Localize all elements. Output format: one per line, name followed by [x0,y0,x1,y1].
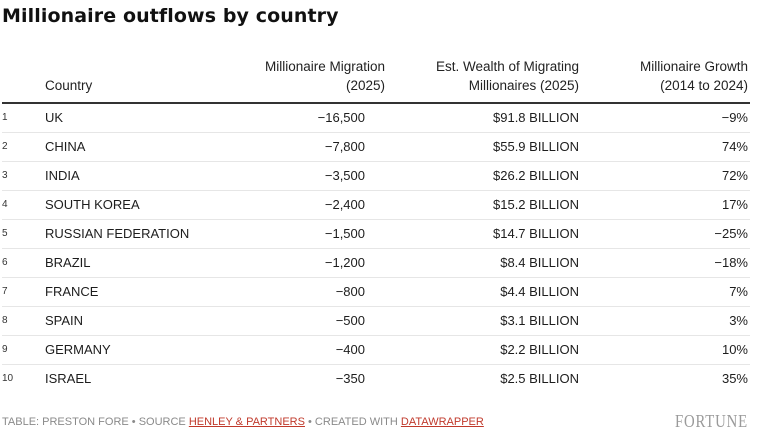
row-rank: 1 [2,112,8,123]
row-country: BRAZIL [45,255,91,270]
table-body: 1 UK −16,500 $91.8 BILLION −9% 2 CHINA −7,800 $5… [2,104,750,393]
table-row: 3 INDIA −3,500 $26.2 BILLION 72% [2,162,750,191]
datawrapper-link[interactable]: DATAWRAPPER [400,416,484,428]
header-migration-line2: (2025) [345,78,385,93]
row-wealth: $2.5 BILLION [500,371,579,386]
row-country: GERMANY [45,342,111,357]
row-rank: 7 [2,286,8,297]
header-country[interactable]: Country [45,76,92,95]
row-country: ISRAEL [45,371,92,386]
row-growth: 7% [729,284,748,299]
fortune-logo: FORTUNE [675,411,748,431]
row-migration: −1,200 [324,255,365,270]
row-wealth: $26.2 BILLION [493,168,579,183]
row-rank: 6 [2,257,8,268]
header-wealth-line2: Millionaires (2025) [468,78,579,93]
row-wealth: $2.2 BILLION [500,342,579,357]
header-migration[interactable]: Millionaire Migration (2025) [265,57,385,95]
row-growth: 10% [721,342,748,357]
row-wealth: $4.4 BILLION [500,284,579,299]
row-wealth: $8.4 BILLION [500,255,579,270]
table-row: 7 FRANCE −800 $4.4 BILLION 7% [2,278,750,307]
row-rank: 4 [2,199,8,210]
table-header: Country Millionaire Migration (2025) Est… [2,58,750,104]
row-migration: −500 [335,313,365,328]
table-row: 9 GERMANY −400 $2.2 BILLION 10% [2,336,750,365]
row-rank: 5 [2,228,8,239]
footer-credit: TABLE: PRESTON FORE • SOURCE [2,416,189,428]
source-link[interactable]: HENLEY & PARTNERS [188,416,305,428]
row-rank: 8 [2,315,8,326]
row-rank: 2 [2,141,8,152]
row-migration: −350 [335,371,365,386]
header-growth-line2: (2014 to 2024) [660,78,748,93]
row-migration: −800 [335,284,365,299]
header-growth-line1: Millionaire Growth [639,59,748,74]
row-wealth: $3.1 BILLION [500,313,579,328]
row-growth: −25% [714,226,748,241]
table-row: 6 BRAZIL −1,200 $8.4 BILLION −18% [2,249,750,278]
row-country: INDIA [45,168,80,183]
table-row: 2 CHINA −7,800 $55.9 BILLION 74% [2,133,750,162]
row-growth: 17% [721,197,748,212]
row-rank: 3 [2,170,8,181]
row-rank: 9 [2,344,8,355]
table-footer: TABLE: PRESTON FORE • SOURCE HENLEY & PA… [2,416,484,428]
row-country: SOUTH KOREA [45,197,140,212]
row-country: CHINA [45,139,86,154]
chart-title: Millionaire outflows by country [2,5,339,27]
header-country-label: Country [45,78,93,93]
row-wealth: $91.8 BILLION [493,110,579,125]
row-migration: −16,500 [317,110,365,125]
row-growth: −18% [714,255,748,270]
data-table: Country Millionaire Migration (2025) Est… [2,58,750,393]
header-wealth[interactable]: Est. Wealth of Migrating Millionaires (2… [436,57,579,95]
row-growth: −9% [721,110,748,125]
row-migration: −3,500 [324,168,365,183]
table-row: 4 SOUTH KOREA −2,400 $15.2 BILLION 17% [2,191,750,220]
row-wealth: $55.9 BILLION [493,139,579,154]
row-growth: 72% [721,168,748,183]
table-row: 5 RUSSIAN FEDERATION −1,500 $14.7 BILLION −2… [2,220,750,249]
table-row: 1 UK −16,500 $91.8 BILLION −9% [2,104,750,133]
row-migration: −2,400 [324,197,365,212]
row-migration: −400 [335,342,365,357]
row-country: UK [45,110,64,125]
table-row: 10 ISRAEL −350 $2.5 BILLION 35% [2,365,750,393]
row-growth: 3% [729,313,748,328]
row-migration: −7,800 [324,139,365,154]
header-wealth-line1: Est. Wealth of Migrating [435,59,579,74]
header-growth[interactable]: Millionaire Growth (2014 to 2024) [640,57,748,95]
row-wealth: $14.7 BILLION [493,226,579,241]
row-rank: 10 [2,373,14,384]
table-row: 8 SPAIN −500 $3.1 BILLION 3% [2,307,750,336]
row-country: SPAIN [45,313,84,328]
row-growth: 35% [721,371,748,386]
row-country: FRANCE [45,284,99,299]
row-country: RUSSIAN FEDERATION [45,226,190,241]
header-migration-line1: Millionaire Migration [264,59,385,74]
footer-created-with: • CREATED WITH [304,416,401,428]
row-growth: 74% [721,139,748,154]
row-wealth: $15.2 BILLION [493,197,579,212]
row-migration: −1,500 [324,226,365,241]
